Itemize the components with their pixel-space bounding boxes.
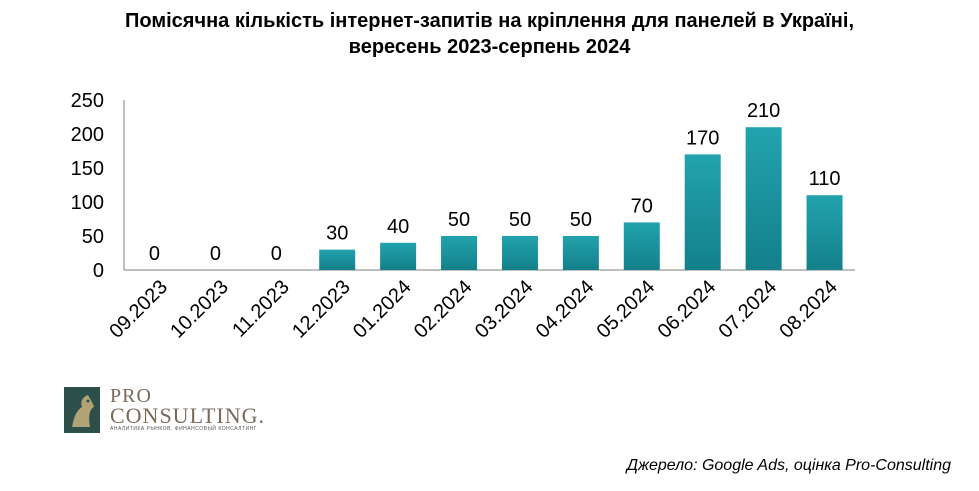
data-label: 70 — [631, 195, 653, 217]
x-tick-label: 05.2024 — [593, 276, 660, 343]
x-tick-label: 02.2024 — [410, 276, 477, 343]
x-tick-label: 08.2024 — [775, 276, 842, 343]
bar — [623, 222, 660, 270]
y-tick-label: 150 — [71, 158, 104, 180]
bar — [806, 195, 843, 270]
data-label: 50 — [570, 209, 592, 231]
bar — [441, 236, 478, 270]
y-tick-label: 200 — [71, 124, 104, 146]
data-label: 0 — [149, 243, 160, 265]
data-label: 0 — [210, 243, 221, 265]
chart-title: Помісячна кількість інтернет-запитів на … — [0, 8, 979, 60]
logo-text-consulting: CONSULTING. — [110, 403, 266, 428]
y-tick-label: 250 — [71, 90, 104, 112]
y-tick-label: 100 — [71, 192, 104, 214]
data-label: 40 — [387, 216, 409, 238]
bar — [380, 242, 417, 270]
bar — [501, 236, 538, 270]
bar — [745, 127, 782, 270]
horse-logo-icon — [64, 387, 100, 433]
logo-text-pro: PRO — [110, 385, 152, 407]
chart-title-line-2: вересень 2023-серпень 2024 — [348, 36, 631, 58]
data-label: 110 — [809, 168, 841, 190]
data-label: 30 — [326, 223, 348, 245]
x-tick-label: 12.2023 — [288, 276, 355, 343]
chart-title-line-1: Помісячна кількість інтернет-запитів на … — [124, 10, 854, 32]
y-tick-label: 50 — [82, 226, 104, 248]
x-tick-label: 07.2024 — [714, 276, 781, 343]
pro-consulting-logo: PRO CONSULTING. АНАЛИТИКА РЫНКОВ. ФИНАНС… — [64, 385, 294, 435]
data-label: 50 — [448, 209, 470, 231]
source-note: Джерело: Google Ads, оцінка Pro-Consulti… — [626, 457, 951, 474]
x-tick-label: 10.2023 — [166, 276, 233, 343]
bar — [684, 154, 721, 270]
bar — [319, 249, 356, 270]
x-tick-label: 01.2024 — [349, 276, 416, 343]
x-tick-label: 04.2024 — [532, 276, 599, 343]
x-tick-label: 09.2023 — [105, 276, 172, 343]
bar — [562, 236, 599, 270]
data-label: 0 — [271, 243, 282, 265]
data-label: 170 — [686, 127, 719, 149]
x-tick-label: 11.2023 — [228, 276, 294, 342]
data-label: 50 — [509, 209, 531, 231]
data-label: 210 — [747, 100, 780, 122]
x-tick-label: 03.2024 — [471, 276, 538, 343]
x-tick-label: 06.2024 — [654, 276, 721, 343]
logo-tagline: АНАЛИТИКА РЫНКОВ. ФИНАНСОВЫЙ КОНСАЛТИНГ — [110, 426, 257, 432]
y-tick-label: 0 — [93, 260, 104, 282]
